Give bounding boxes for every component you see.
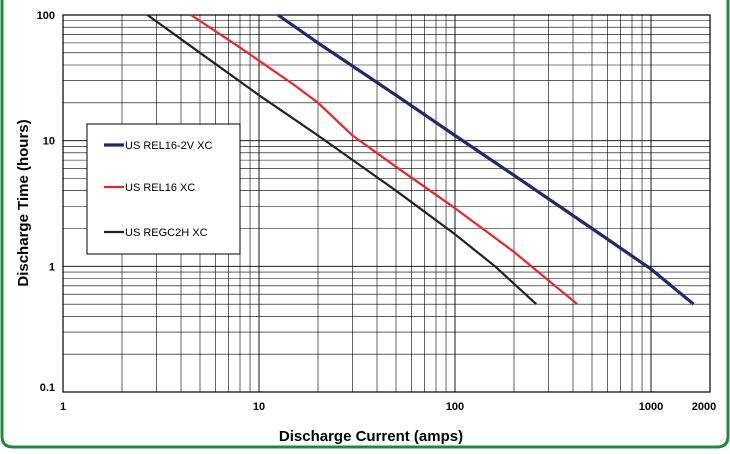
x-axis-title: Discharge Current (amps) [279,428,463,445]
x-tick-label: 1 [60,401,66,413]
legend-label: US REL16-2V XC [125,140,212,152]
series-line [277,13,695,306]
y-tick-label: 100 [37,10,55,22]
series-lines [146,13,695,306]
x-tick-label: 100 [446,401,464,413]
y-tick-label: 1 [49,261,55,273]
y-axis-title: Discharge Time (hours) [15,119,32,286]
legend: US REL16-2V XC US REL16 XC US REGC2H XC [86,123,241,255]
x-tick-label: 1000 [639,401,663,413]
series-line [190,14,578,306]
y-tick-label: 0.1 [40,382,55,394]
plot-area [62,14,711,393]
x-tick-label: 10 [253,401,265,413]
legend-label: US REGC2H XC [125,227,208,239]
tick-labels: 1 10 100 1000 2000 0.1 1 10 100 [37,10,717,413]
legend-label: US REL16 XC [125,182,195,194]
series-line [146,14,538,306]
y-tick-label: 10 [43,136,55,148]
x-tick-label: 2000 [692,401,716,413]
